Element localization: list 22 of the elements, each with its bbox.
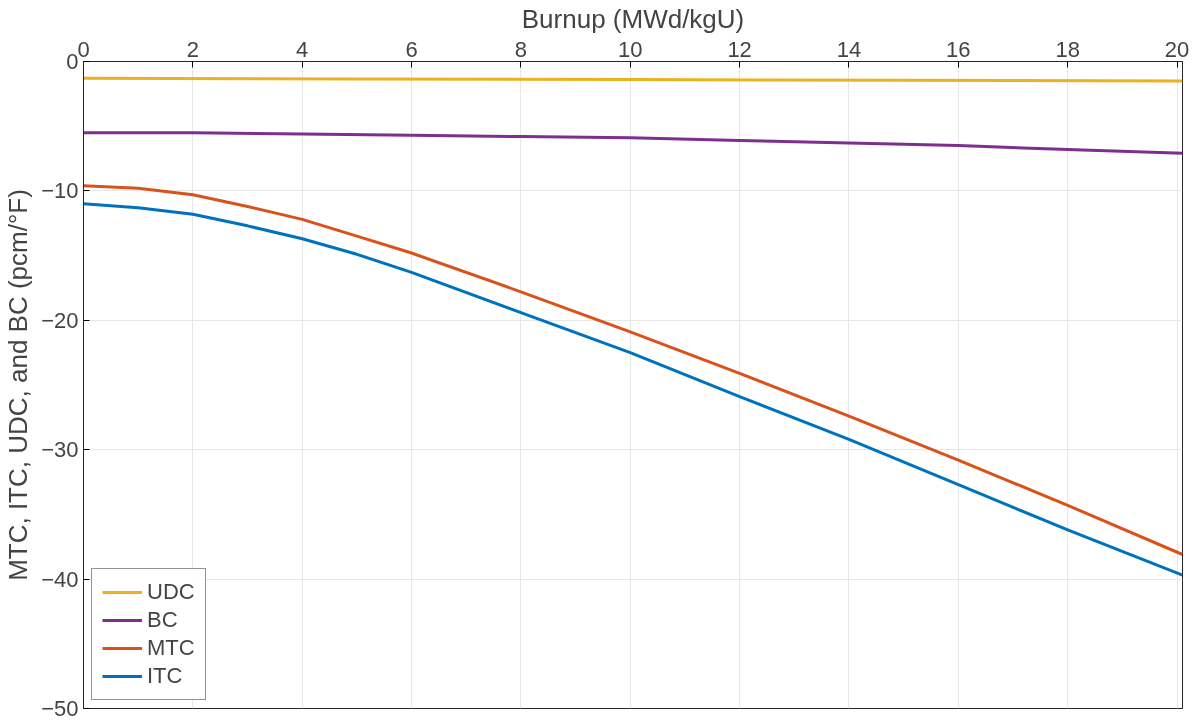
x-tick-label: 8 xyxy=(514,36,528,62)
x-tick-label: 4 xyxy=(296,36,309,62)
x-tick-label: 16 xyxy=(946,36,971,62)
x-tick-label: 6 xyxy=(405,36,418,62)
x-tick-label: 2 xyxy=(186,36,199,62)
y-tick-label: −40 xyxy=(41,566,79,592)
legend-label: MTC xyxy=(147,635,195,661)
legend-label: ITC xyxy=(147,663,183,689)
x-axis-title: Burnup (MWd/kgU) xyxy=(521,3,745,34)
y-tick-label: −30 xyxy=(41,437,79,463)
y-tick-label: −50 xyxy=(41,696,79,721)
legend-label: UDC xyxy=(147,579,195,605)
x-tick-label: 18 xyxy=(1055,36,1080,62)
line-series xyxy=(83,131,1183,155)
x-tick-label: 10 xyxy=(618,36,643,62)
x-tick-label: 20 xyxy=(1164,36,1190,62)
x-tick-label: 12 xyxy=(727,36,752,62)
y-tick-label: −20 xyxy=(41,307,79,333)
y-tick-label: −10 xyxy=(41,178,79,204)
x-tick-label: 14 xyxy=(836,36,862,62)
legend-label: BC xyxy=(147,607,178,633)
y-axis-title: MTC, ITC, UDC, and BC (pcm/°F) xyxy=(3,189,34,581)
